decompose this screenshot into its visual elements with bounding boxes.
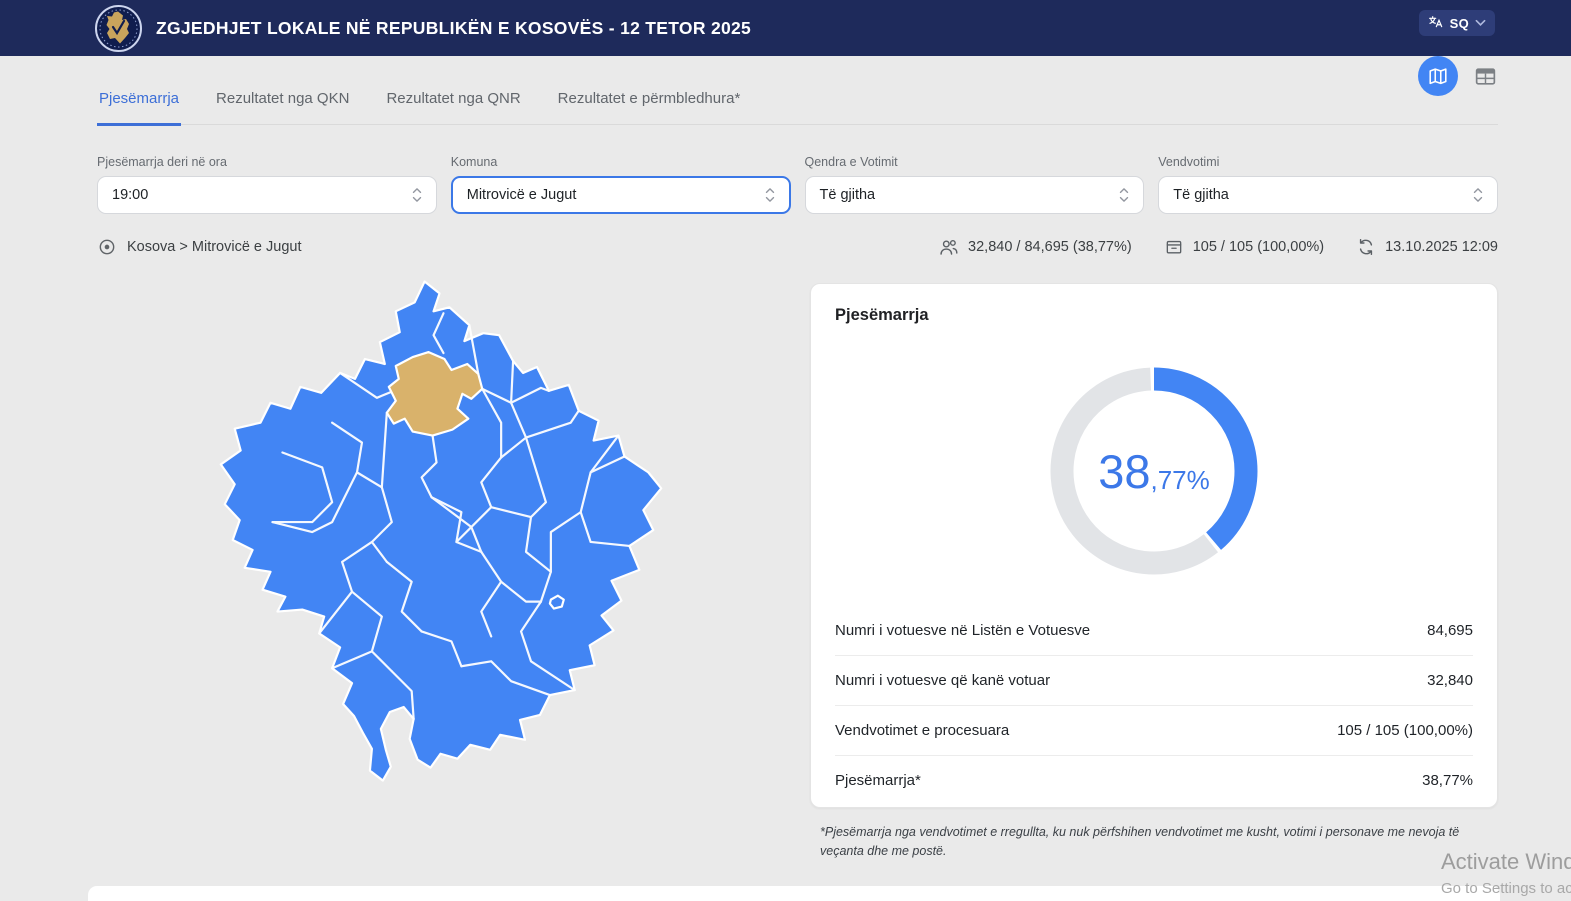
map-view-button[interactable] (1418, 56, 1458, 96)
participation-table: Numri i votuesve në Listën e Votuesve 84… (835, 606, 1473, 805)
kosovo-map (183, 272, 700, 802)
page-title: ZGJEDHJET LOKALE NË REPUBLIKËN E KOSOVËS… (156, 17, 752, 38)
unfold-icon (1471, 185, 1485, 205)
tab-pjesemarrja[interactable]: Pjesëmarrja (97, 90, 182, 126)
donut-center-label: 38 ,77% (1039, 356, 1269, 586)
komuna-select[interactable]: Mitrovicë e Jugut (450, 176, 791, 214)
vendvotimi-select-value: Të gjitha (1173, 187, 1229, 203)
filter-komuna: Komuna Mitrovicë e Jugut (450, 155, 791, 214)
komuna-select-value: Mitrovicë e Jugut (466, 187, 577, 203)
row-label: Numri i votuesve në Listën e Votuesve (835, 622, 1091, 639)
language-selector[interactable]: SQ (1418, 10, 1495, 36)
table-row: Numri i votuesve në Listën e Votuesve 84… (835, 606, 1473, 655)
table-row: Numri i votuesve që kanë votuar 32,840 (835, 655, 1473, 705)
kqz-seal-logo (95, 4, 142, 52)
hour-select[interactable]: 19:00 (97, 176, 437, 214)
chevron-down-icon (1475, 19, 1486, 27)
participation-footnote: *Pjesëmarrja nga vendvotimet e rregullta… (820, 825, 1460, 859)
filters-row: Pjesëmarrja deri në ora 19:00 Komuna Mit… (97, 155, 1498, 214)
row-label: Vendvotimet e procesuara (835, 722, 1010, 739)
unfold-icon (1117, 185, 1131, 205)
participation-donut: 38 ,77% (1039, 356, 1269, 586)
participation-card: Pjesëmarrja 38 ,77% Numri i votuesve në … (810, 283, 1498, 808)
row-value: 32,840 (1427, 672, 1473, 689)
stat-updated-value: 13.10.2025 12:09 (1385, 239, 1498, 255)
unfold-icon (410, 185, 424, 205)
row-label: Numri i votuesve që kanë votuar (835, 672, 1051, 689)
map-region-mitrovice-e-jugut[interactable] (385, 350, 484, 437)
app-header: ZGJEDHJET LOKALE NË REPUBLIKËN E KOSOVËS… (0, 0, 1571, 56)
filter-hour-label: Pjesëmarrja deri në ora (97, 155, 227, 169)
row-value: 84,695 (1427, 622, 1473, 639)
table-row: Pjesëmarrja* 38,77% (835, 755, 1473, 805)
filter-komuna-label: Komuna (450, 155, 498, 169)
donut-percent-decimal: ,77% (1150, 465, 1210, 495)
stat-updated: 13.10.2025 12:09 (1356, 237, 1498, 257)
qendra-select[interactable]: Të gjitha (804, 176, 1145, 214)
stat-stations-value: 105 / 105 (100,00%) (1192, 239, 1325, 255)
filter-vendvotimi: Vendvotimi Të gjitha (1158, 155, 1498, 214)
row-value: 105 / 105 (100,00%) (1337, 722, 1473, 739)
filter-qendra-label: Qendra e Votimit (804, 155, 898, 169)
tab-rezultatet-qnr[interactable]: Rezultatet nga QNR (386, 90, 521, 107)
table-icon (1473, 64, 1498, 89)
card-title: Pjesëmarrja (835, 306, 929, 324)
people-icon (938, 237, 959, 258)
breadcrumb: Kosova > Mitrovicë e Jugut (97, 237, 302, 257)
next-card-edge (88, 886, 1500, 901)
breadcrumb-text: Kosova > Mitrovicë e Jugut (127, 239, 302, 255)
language-code: SQ (1449, 15, 1469, 31)
stat-participation: 32,840 / 84,695 (38,77%) (938, 237, 1132, 258)
map-icon (1427, 65, 1449, 87)
location-pin-icon (97, 237, 117, 257)
table-row: Vendvotimet e procesuara 105 / 105 (100,… (835, 705, 1473, 755)
filter-vendvotimi-label: Vendvotimi (1158, 155, 1220, 169)
ballot-box-icon (1164, 237, 1184, 257)
tab-bar: Pjesëmarrja Rezultatet nga QKN Rezultate… (97, 56, 1498, 126)
row-value: 38,77% (1422, 772, 1473, 789)
tab-rezultatet-permbledhura[interactable]: Rezultatet e përmbledhura* (557, 90, 741, 107)
filter-qendra: Qendra e Votimit Të gjitha (804, 155, 1145, 214)
donut-arc (1050, 367, 1258, 575)
refresh-icon (1356, 237, 1376, 257)
translate-icon (1428, 15, 1444, 31)
donut-percent-integer: 38 (1098, 444, 1151, 498)
stat-participation-value: 32,840 / 84,695 (38,77%) (968, 239, 1132, 255)
stats-group: 32,840 / 84,695 (38,77%) 105 / 105 (100,… (938, 237, 1498, 258)
table-view-button[interactable] (1473, 64, 1498, 89)
tab-rezultatet-qkn[interactable]: Rezultatet nga QKN (216, 90, 350, 107)
view-toggle (1418, 56, 1498, 96)
qendra-select-value: Të gjitha (819, 187, 876, 203)
vendvotimi-select[interactable]: Të gjitha (1158, 176, 1498, 214)
stat-stations: 105 / 105 (100,00%) (1164, 237, 1324, 257)
hour-select-value: 19:00 (112, 187, 149, 203)
unfold-icon (763, 185, 777, 205)
status-row: Kosova > Mitrovicë e Jugut 32,840 / 84,6… (97, 234, 1498, 260)
filter-hour: Pjesëmarrja deri në ora 19:00 (97, 155, 437, 214)
row-label: Pjesëmarrja* (835, 772, 921, 789)
